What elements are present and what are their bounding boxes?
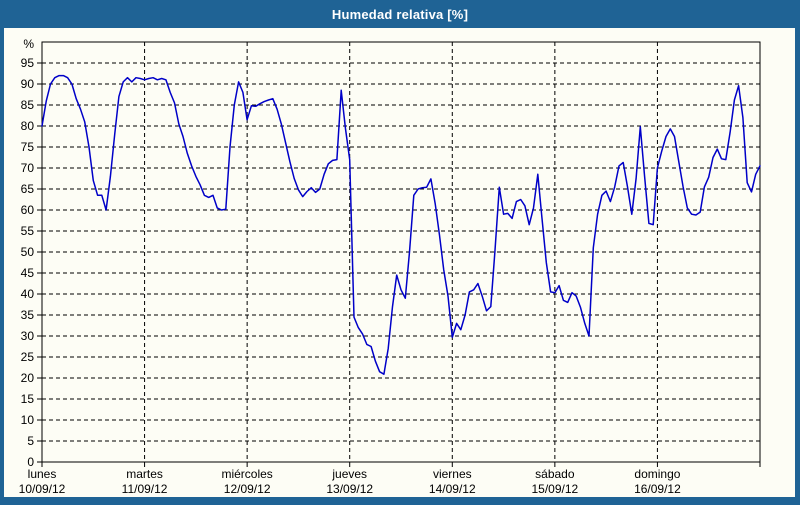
y-tick-label: 45 xyxy=(21,266,35,280)
humidity-plot: 0 5 10 15 20 25 30 35 40 45 50 55 60 65 70 75 80 85 90 95% l… xyxy=(4,28,795,497)
y-tick-label: 75 xyxy=(21,140,35,154)
x-axis-day-name: viernes xyxy=(433,467,472,481)
y-tick-label: 40 xyxy=(21,287,35,301)
x-axis-day-name: domingo xyxy=(634,467,680,481)
x-axis-day-name: sábado xyxy=(535,467,575,481)
x-axis-day-name: lunes xyxy=(28,467,57,481)
y-tick-label: 15 xyxy=(21,392,35,406)
x-axis-day-name: jueves xyxy=(331,467,367,481)
x-axis-day-date: 13/09/12 xyxy=(326,482,373,496)
chart-background xyxy=(4,28,795,497)
x-axis-day-date: 16/09/12 xyxy=(634,482,681,496)
y-tick-label: 85 xyxy=(21,98,35,112)
y-tick-label: 65 xyxy=(21,182,35,196)
x-axis-day-name: martes xyxy=(126,467,163,481)
x-axis-day-date: 11/09/12 xyxy=(122,482,168,496)
y-tick-label: 25 xyxy=(21,350,35,364)
y-tick-label: 80 xyxy=(21,119,35,133)
y-tick-label: 90 xyxy=(21,77,35,91)
window-title: Humedad relativa [%] xyxy=(331,6,469,22)
title-bar: Humedad relativa [%] xyxy=(0,0,800,28)
x-axis-day-date: 15/09/12 xyxy=(531,482,578,496)
y-tick-label: 60 xyxy=(21,203,35,217)
chart-area: 0 5 10 15 20 25 30 35 40 45 50 55 60 65 70 75 80 85 90 95% l… xyxy=(0,28,800,500)
y-tick-label: 20 xyxy=(21,371,35,385)
y-tick-label: 95 xyxy=(21,56,35,70)
x-axis-day-name: miércoles xyxy=(221,467,272,481)
y-tick-label: 55 xyxy=(21,224,35,238)
y-tick-label: 35 xyxy=(21,308,35,322)
y-tick-label: 5 xyxy=(27,434,34,448)
x-axis-day-date: 12/09/12 xyxy=(224,482,271,496)
y-tick-label: 10 xyxy=(21,413,35,427)
humidity-line xyxy=(41,74,761,375)
x-axis-day-date: 10/09/12 xyxy=(19,482,66,496)
y-tick-label: 0 xyxy=(27,455,34,469)
y-tick-label: 30 xyxy=(21,329,35,343)
y-tick-label: 50 xyxy=(21,245,35,259)
plot-frame xyxy=(41,41,761,463)
x-axis-day-date: 14/09/12 xyxy=(429,482,476,496)
y-axis-unit-label: % xyxy=(23,37,34,51)
y-tick-label: 70 xyxy=(21,161,35,175)
